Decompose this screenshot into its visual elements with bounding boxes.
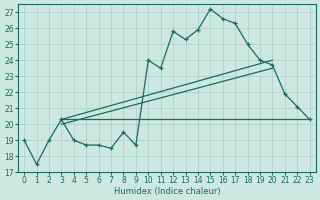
X-axis label: Humidex (Indice chaleur): Humidex (Indice chaleur) [114,187,220,196]
